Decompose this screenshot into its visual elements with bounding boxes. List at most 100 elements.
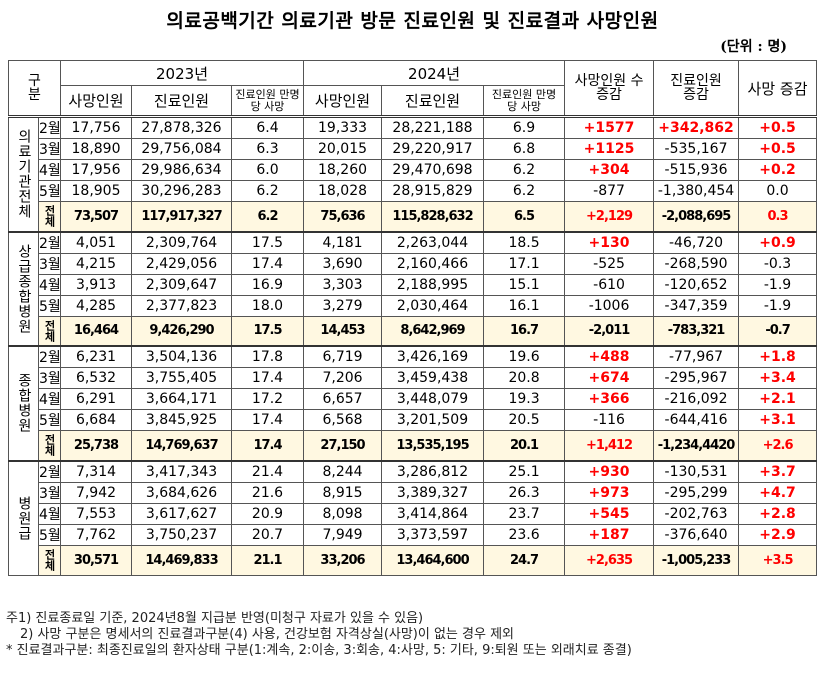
table-row: 의료기관전체 2월 17,756 27,878,326 6.4 19,333 28,221,…: [8, 115, 818, 232]
total-label: 전체: [38, 544, 61, 576]
table-row: 4월 17,956 29,986,634 6.0 18,260 29,470,698 6.2…: [9, 159, 818, 181]
cell-patients-2024: 29,470,698: [381, 159, 485, 181]
cell-rate-2024: 6.2: [483, 180, 566, 202]
total-rate-2023: 17.4: [230, 430, 305, 461]
cell-rate-change: -1.9: [738, 294, 818, 317]
table-row: 4월 7,553 3,617,627 20.9 8,098 3,414,864 23.7 +5…: [9, 502, 818, 525]
cell-deaths-2023: 7,314: [60, 459, 132, 483]
cell-rate-change: +0.9: [738, 230, 818, 254]
total-deaths-2024: 75,636: [303, 201, 383, 232]
cell-patients-2023: 29,986,634: [131, 159, 232, 181]
table-row: 상급종합병원 2월 4,051 2,309,764 17.5 4,181 2,263,044…: [8, 230, 818, 347]
total-rate-change: +3.5: [738, 544, 818, 576]
total-label: 전체: [38, 315, 61, 347]
header-rate-change: 사망 증감: [738, 60, 818, 117]
cell-patient-change: -77,967: [653, 345, 740, 368]
cell-rate-2024: 6.8: [483, 138, 566, 160]
header-rate-2024: 진료인원 만명당 사망: [483, 85, 566, 117]
cell-deaths-2024: 6,568: [303, 409, 383, 431]
cell-rate-change: +3.7: [738, 459, 818, 483]
cell-patient-change: -515,936: [653, 159, 740, 181]
cell-deaths-2024: 19,333: [303, 115, 383, 139]
table-row: 3월 7,942 3,684,626 21.6 8,915 3,389,327 26.3 +9…: [9, 481, 818, 504]
total-row: 전체 25,738 14,769,637 17.4 27,150 13,535,195 20…: [8, 430, 818, 461]
cell-rate-change: +2.1: [738, 388, 818, 410]
cell-rate-2023: 17.4: [230, 252, 305, 275]
cell-rate-2024: 6.2: [483, 159, 566, 181]
total-patients-2024: 13,464,600: [381, 544, 485, 576]
cell-rate-change: -0.3: [738, 252, 818, 275]
cell-death-change: -610: [564, 273, 655, 296]
table-body: 의료기관전체 2월 17,756 27,878,326 6.4 19,333 28,221,…: [8, 115, 818, 576]
cell-patient-change: -535,167: [653, 138, 740, 160]
page-title: 의료공백기간 의료기관 방문 진료인원 및 진료결과 사망인원: [166, 10, 659, 32]
month-cell: 2월: [38, 115, 61, 139]
footnote-3: * 진료결과구분: 최종진료일의 환자상태 구분(1:계속, 2:이송, 3:회…: [6, 643, 632, 658]
cell-rate-2024: 20.8: [483, 367, 566, 389]
cell-patients-2024: 3,414,864: [381, 502, 485, 525]
cell-patients-2024: 28,221,188: [381, 115, 485, 139]
cell-patient-change: -268,590: [653, 252, 740, 275]
cell-deaths-2024: 18,028: [303, 180, 383, 202]
total-rate-2023: 21.1: [230, 544, 305, 576]
table-row: 5월 4,285 2,377,823 18.0 3,279 2,030,464 16.1 -1…: [9, 294, 818, 317]
cell-deaths-2023: 4,285: [60, 294, 132, 317]
cell-rate-2024: 15.1: [483, 273, 566, 296]
cell-patient-change: -130,531: [653, 459, 740, 483]
cell-rate-2023: 6.2: [230, 180, 305, 202]
cell-rate-2024: 23.7: [483, 502, 566, 525]
cell-deaths-2024: 18,260: [303, 159, 383, 181]
cell-rate-2023: 17.4: [230, 367, 305, 389]
header-patients-2023: 진료인원: [131, 85, 232, 117]
total-deaths-2023: 16,464: [60, 315, 132, 347]
total-patient-change: -1,005,233: [653, 544, 740, 576]
month-cell: 4월: [38, 388, 61, 410]
cell-deaths-2024: 3,279: [303, 294, 383, 317]
cell-patients-2023: 29,756,084: [131, 138, 232, 160]
total-patient-change: -2,088,695: [653, 201, 740, 232]
month-cell: 5월: [38, 409, 61, 431]
total-label: 전체: [38, 430, 61, 461]
cell-deaths-2023: 4,051: [60, 230, 132, 254]
cell-rate-change: +0.5: [738, 138, 818, 160]
cell-rate-change: +1.8: [738, 345, 818, 368]
cell-patients-2024: 3,286,812: [381, 459, 485, 483]
table-row: 3월 18,890 29,756,084 6.3 20,015 29,220,917 6.8…: [9, 138, 818, 160]
cell-patients-2023: 3,755,405: [131, 367, 232, 389]
header-patient-change: 진료인원 증감: [653, 60, 740, 117]
cell-patients-2024: 3,201,509: [381, 409, 485, 431]
cell-patients-2024: 3,459,438: [381, 367, 485, 389]
total-death-change: +2,129: [564, 201, 655, 232]
cell-deaths-2023: 18,905: [60, 180, 132, 202]
cell-deaths-2024: 8,098: [303, 502, 383, 525]
cell-patients-2023: 2,377,823: [131, 294, 232, 317]
header-year-2023: 2023년: [59, 60, 305, 86]
total-rate-2024: 6.5: [483, 201, 566, 232]
cell-deaths-2024: 4,181: [303, 230, 383, 254]
header-category: 구분: [8, 60, 61, 117]
cell-rate-2023: 20.9: [230, 502, 305, 525]
cell-rate-2023: 6.4: [230, 115, 305, 139]
cell-deaths-2023: 7,553: [60, 502, 132, 525]
cell-patients-2023: 3,617,627: [131, 502, 232, 525]
total-deaths-2024: 33,206: [303, 544, 383, 576]
total-rate-2023: 17.5: [230, 315, 305, 347]
cell-deaths-2024: 20,015: [303, 138, 383, 160]
cell-deaths-2023: 6,684: [60, 409, 132, 431]
header-deaths-2023: 사망인원: [60, 85, 132, 117]
cell-patients-2024: 2,188,995: [381, 273, 485, 296]
total-rate-2024: 16.7: [483, 315, 566, 347]
cell-death-change: +488: [564, 345, 655, 368]
group-label: 병원급: [8, 459, 39, 576]
header-year-2024: 2024년: [303, 60, 566, 86]
group-label: 상급종합병원: [8, 230, 39, 347]
table-row: 4월 6,291 3,664,171 17.2 6,657 3,448,079 19.3 +3…: [9, 388, 818, 410]
cell-patients-2024: 29,220,917: [381, 138, 485, 160]
cell-rate-2023: 17.2: [230, 388, 305, 410]
cell-patients-2023: 2,309,647: [131, 273, 232, 296]
month-cell: 3월: [38, 481, 61, 504]
cell-deaths-2023: 7,942: [60, 481, 132, 504]
cell-rate-2024: 16.1: [483, 294, 566, 317]
table-row: 5월 18,905 30,296,283 6.2 18,028 28,915,829 6.2…: [9, 180, 818, 202]
cell-deaths-2024: 6,657: [303, 388, 383, 410]
